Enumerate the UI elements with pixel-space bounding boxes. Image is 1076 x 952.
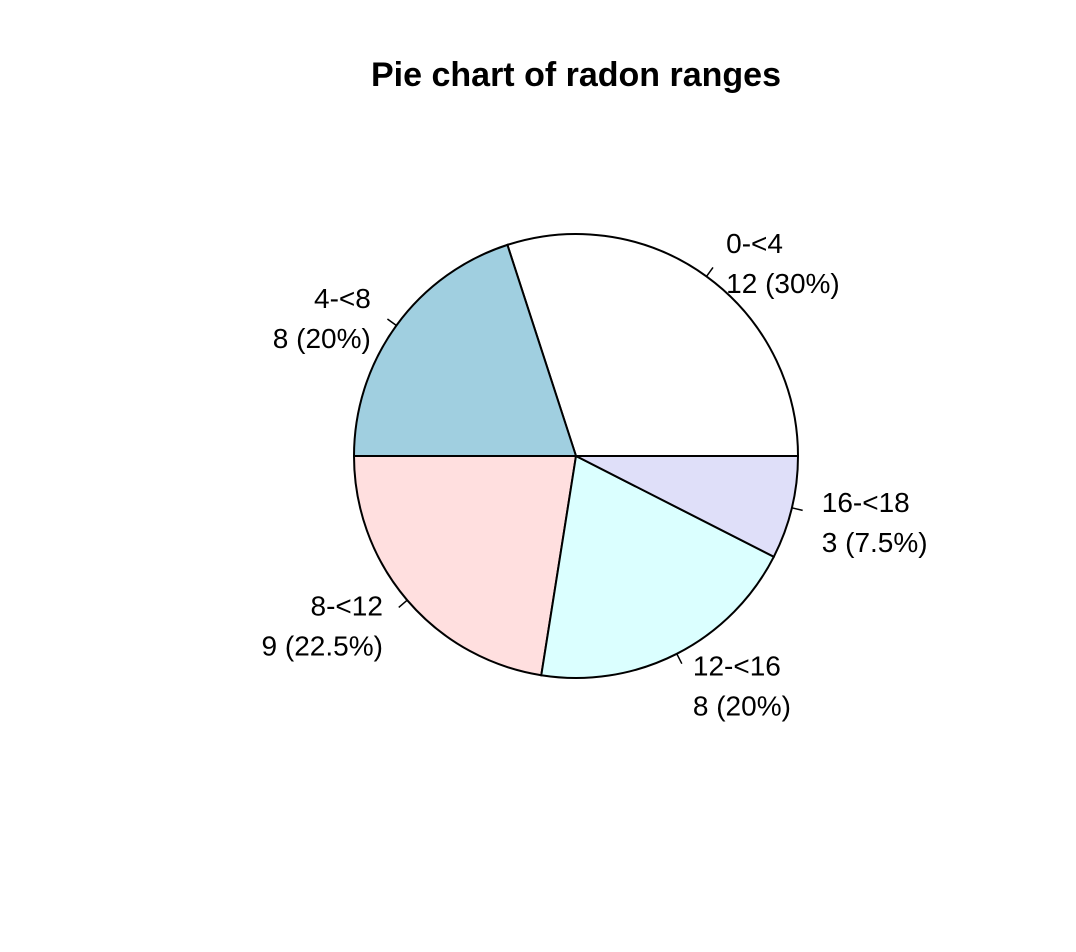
pie-label-ticks [386,266,803,665]
pie-label-category-1: 4-<8 [314,283,371,314]
pie-tick-1 [386,318,397,327]
pie-label-value-4: 3 (7.5%) [822,527,928,558]
pie-slice-3 [540,454,776,679]
pie-tick-4 [791,507,803,512]
pie-tick-2 [398,599,408,608]
pie-label-category-3: 12-<16 [693,651,781,682]
pie-tick-0 [705,266,714,277]
pie-slice-2 [352,455,578,677]
chart-title: Pie chart of radon ranges [371,56,781,94]
pie-slices [352,233,800,679]
pie-label-value-1: 8 (20%) [273,323,371,354]
pie-labels: 0-<4 12 (30%) 4-<8 8 (20%) 8-<12 9 (22.5%) 12-… [262,228,928,722]
pie-slice-4 [575,455,800,559]
pie-tick-3 [676,653,683,665]
pie-label-category-2: 8-<12 [311,590,383,621]
pie-label-category-4: 16-<18 [822,487,910,518]
pie-slice-1 [352,243,578,457]
pie-label-value-3: 8 (20%) [693,691,791,722]
pie-label-value-0: 12 (30%) [726,268,840,299]
pie-label-category-0: 0-<4 [726,228,783,259]
pie-label-value-2: 9 (22.5%) [262,630,383,661]
